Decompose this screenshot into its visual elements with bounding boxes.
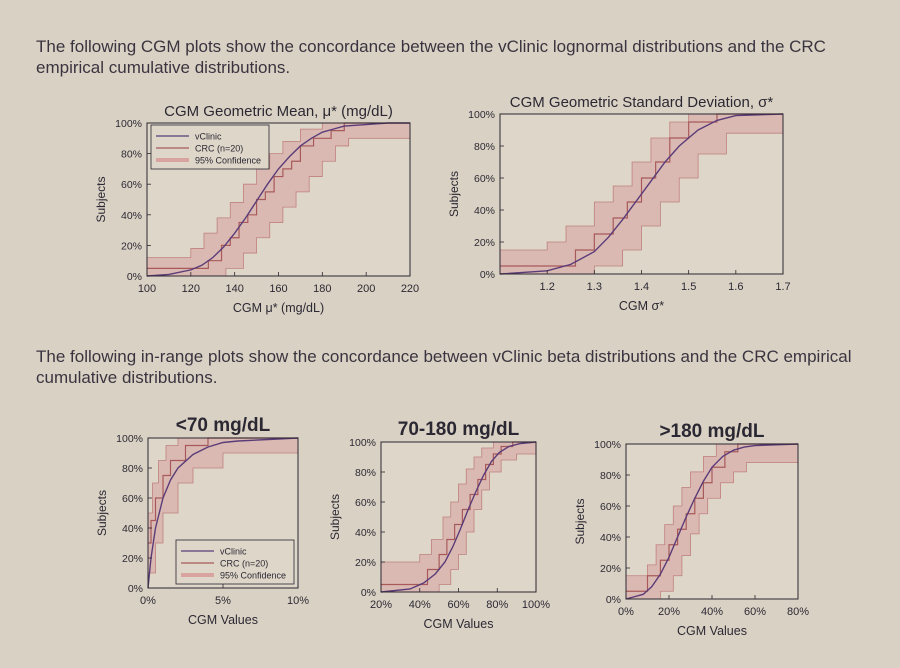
legend-entry: CRC (n=20) bbox=[195, 144, 243, 154]
y-tick-label: 60% bbox=[474, 173, 495, 185]
legend-entry: vClinic bbox=[220, 547, 247, 557]
x-tick-label: 20% bbox=[370, 599, 392, 611]
chart-above-180: 0% 20% 40% 60% 80% 100% 0% 20% 40% 60% 80% >180 mg/… bbox=[573, 421, 809, 638]
y-tick-label: 40% bbox=[474, 205, 495, 217]
chart-title: <70 mg/dL bbox=[176, 415, 271, 436]
x-tick-label: 20% bbox=[658, 606, 680, 618]
y-tick-label: 80% bbox=[122, 463, 143, 475]
confidence-band bbox=[147, 437, 299, 574]
y-tick-label: 80% bbox=[600, 470, 621, 482]
y-tick-label: 20% bbox=[121, 240, 142, 252]
y-axis-label: Subjects bbox=[328, 494, 342, 540]
x-tick-label: 140 bbox=[225, 283, 243, 295]
x-axis-label: CGM Values bbox=[424, 617, 494, 631]
x-tick-label: 1.6 bbox=[728, 281, 743, 293]
chart-geometric-sd: 0% 20% 40% 60% 80% 100% 1.2 1.3 1.4 1.5 1.6 1.7 CGM … bbox=[447, 94, 791, 313]
x-tick-label: 40% bbox=[409, 599, 431, 611]
y-tick-label: 100% bbox=[116, 433, 143, 445]
y-tick-label: 0% bbox=[480, 269, 495, 281]
x-tick-label: 0% bbox=[618, 606, 634, 618]
y-tick-label: 20% bbox=[474, 237, 495, 249]
x-tick-label: 40% bbox=[701, 606, 723, 618]
chart-below-70: 0% 20% 40% 60% 80% 100% 0% 5% 10% <70 mg/dL CGM Va… bbox=[95, 415, 309, 627]
x-tick-label: 5% bbox=[215, 595, 231, 607]
chart-title: >180 mg/dL bbox=[659, 421, 764, 442]
model-cdf-line bbox=[499, 113, 784, 275]
chart-geometric-mean: 0% 20% 40% 60% 80% 100% 100 120 140 160 180 200 220 C… bbox=[94, 103, 419, 315]
legend-entry: 95% Confidence bbox=[220, 571, 286, 581]
x-tick-label: 220 bbox=[401, 283, 419, 295]
y-tick-label: 80% bbox=[355, 467, 376, 479]
x-tick-label: 100% bbox=[522, 599, 550, 611]
x-tick-label: 1.2 bbox=[540, 281, 555, 293]
x-tick-label: 60% bbox=[447, 599, 469, 611]
legend-entry: vClinic bbox=[195, 132, 222, 142]
y-tick-label: 20% bbox=[122, 553, 143, 565]
y-tick-label: 60% bbox=[600, 501, 621, 513]
y-tick-label: 100% bbox=[349, 437, 376, 449]
x-tick-label: 60% bbox=[744, 606, 766, 618]
empirical-cdf-line bbox=[147, 122, 410, 269]
chart-70-180: 0%20%40%60%80%100%20% 40% 60% 80% 100%70-180… bbox=[328, 419, 550, 631]
y-tick-label: 40% bbox=[600, 532, 621, 544]
x-tick-label: 1.3 bbox=[587, 281, 602, 293]
x-tick-label: 200 bbox=[357, 283, 375, 295]
x-axis-label: CGM Values bbox=[188, 613, 258, 627]
y-tick-label: 0% bbox=[127, 271, 142, 283]
y-tick-label: 100% bbox=[594, 439, 621, 451]
intro-paragraph-in-range: The following in-range plots show the co… bbox=[36, 347, 852, 387]
y-tick-label: 100% bbox=[115, 118, 142, 130]
y-tick-label: 60% bbox=[355, 497, 376, 509]
y-tick-label: 60% bbox=[121, 179, 142, 191]
x-axis-label: CGM μ* (mg/dL) bbox=[233, 301, 324, 315]
y-tick-label: 100% bbox=[468, 109, 495, 121]
model-cdf-line bbox=[147, 437, 299, 589]
y-tick-label: 80% bbox=[121, 149, 142, 161]
x-tick-label: 1.7 bbox=[775, 281, 790, 293]
y-tick-label: 0% bbox=[361, 587, 376, 599]
x-tick-label: 180 bbox=[313, 283, 331, 295]
chart-title: CGM Geometric Mean, μ* (mg/dL) bbox=[164, 103, 393, 120]
y-tick-label: 80% bbox=[474, 141, 495, 153]
y-axis-label: Subjects bbox=[95, 490, 109, 536]
empirical-cdf-line bbox=[500, 113, 783, 267]
intro-paragraph-cgm: The following CGM plots show the concord… bbox=[36, 37, 826, 77]
empirical-cdf-line bbox=[626, 443, 798, 592]
model-cdf-line bbox=[146, 122, 410, 277]
chart-title: CGM Geometric Standard Deviation, σ* bbox=[510, 94, 774, 111]
y-tick-label: 20% bbox=[600, 563, 621, 575]
x-axis-label: CGM Values bbox=[677, 624, 747, 638]
x-tick-label: 80% bbox=[486, 599, 508, 611]
y-tick-label: 40% bbox=[355, 527, 376, 539]
y-tick-label: 0% bbox=[606, 594, 621, 606]
x-tick-label: 10% bbox=[287, 595, 309, 607]
y-axis-label: Subjects bbox=[94, 176, 108, 222]
chart-title: 70-180 mg/dL bbox=[398, 419, 520, 440]
model-cdf-line bbox=[625, 443, 799, 600]
y-tick-label: 40% bbox=[121, 210, 142, 222]
empirical-cdf-line bbox=[148, 437, 298, 544]
x-axis-label: CGM σ* bbox=[619, 299, 664, 313]
empirical-cdf-line bbox=[381, 441, 536, 586]
x-tick-label: 80% bbox=[787, 606, 809, 618]
y-tick-label: 0% bbox=[128, 583, 143, 595]
y-axis-label: Subjects bbox=[573, 498, 587, 544]
x-tick-label: 120 bbox=[182, 283, 200, 295]
x-tick-label: 1.4 bbox=[634, 281, 649, 293]
legend: vClinic CRC (n=20) 95% Confidence bbox=[150, 124, 270, 170]
x-tick-label: 100 bbox=[138, 283, 156, 295]
legend: vClinic CRC (n=20) 95% Confidence bbox=[175, 539, 295, 585]
legend-entry: CRC (n=20) bbox=[220, 559, 268, 569]
legend-entry: 95% Confidence bbox=[195, 156, 261, 166]
x-tick-label: 0% bbox=[140, 595, 156, 607]
y-tick-label: 20% bbox=[355, 557, 376, 569]
x-tick-label: 160 bbox=[269, 283, 287, 295]
y-tick-label: 40% bbox=[122, 523, 143, 535]
y-tick-label: 60% bbox=[122, 493, 143, 505]
model-cdf-line bbox=[380, 441, 537, 593]
x-tick-label: 1.5 bbox=[681, 281, 696, 293]
y-axis-label: Subjects bbox=[447, 171, 461, 217]
